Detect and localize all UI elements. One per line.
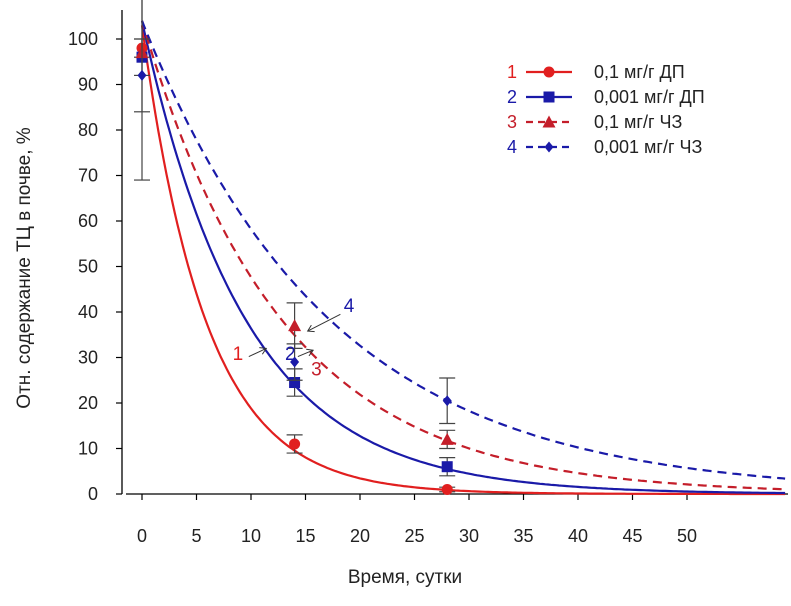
data-point-series-3: [440, 432, 454, 445]
y-tick-label: 30: [78, 348, 98, 368]
x-tick-label: 40: [568, 526, 588, 546]
curve-1-arrow: [248, 347, 267, 358]
x-tick-label: 5: [191, 526, 201, 546]
y-tick-label: 50: [78, 257, 98, 277]
legend-number-4: 4: [507, 137, 517, 157]
curve-2-arrow-head: [306, 348, 315, 357]
fit-curve-series-1: [140, 25, 786, 496]
plot-area: 1 234: [134, 0, 786, 496]
legend-marker-1: [543, 66, 555, 78]
data-point-series-2: [441, 461, 453, 473]
legend-marker-4: [544, 141, 554, 153]
data-point-series-3: [288, 319, 302, 332]
legend-label-4: 0,001 мг/г ЧЗ: [594, 137, 702, 157]
y-tick-label: 0: [88, 484, 98, 504]
legend-marker-3: [542, 115, 556, 128]
y-axis-label: Отн. содержание ТЦ в почве, %: [14, 127, 35, 408]
curve-label-3: 3: [311, 360, 322, 381]
legend-number-2: 2: [507, 87, 517, 107]
curve-label-2: 2: [285, 344, 296, 365]
fit-curve-series-2: [140, 20, 786, 495]
x-tick-label: 0: [137, 526, 147, 546]
curve-4-arrow-head: [306, 324, 315, 333]
curve-4-arrow: [307, 313, 341, 332]
legend: 1 0,1 мг/г ДП 2 0,001 мг/г ДП 3 0,1 мг/г ЧЗ 4 0…: [507, 62, 705, 157]
y-tick-label: 80: [78, 120, 98, 140]
x-axis-label: Время, сутки: [348, 567, 462, 588]
fit-curve-series-3: [140, 20, 786, 491]
legend-label-3: 0,1 мг/г ЧЗ: [594, 112, 682, 132]
curve-label-1: 1: [233, 344, 244, 365]
data-point-series-4: [137, 69, 147, 81]
legend-number-3: 3: [507, 112, 517, 132]
x-tick-label: 25: [404, 526, 424, 546]
x-tick-label: 15: [295, 526, 315, 546]
y-tick-label: 20: [78, 393, 98, 413]
x-tick-label: 35: [513, 526, 533, 546]
y-tick-label: 70: [78, 166, 98, 186]
legend-number-1: 1: [507, 62, 517, 82]
fit-curve-series-4: [140, 20, 786, 480]
curve-1-arrow-head: [259, 347, 268, 355]
data-point-series-4: [442, 395, 452, 407]
y-tick-label: 90: [78, 75, 98, 95]
x-tick-label: 10: [241, 526, 261, 546]
x-tick-label: 30: [459, 526, 479, 546]
y-tick-label: 40: [78, 302, 98, 322]
x-tick-label: 20: [350, 526, 370, 546]
data-point-series-1: [289, 438, 301, 450]
data-point-series-4: [290, 356, 300, 368]
legend-label-1: 0,1 мг/г ДП: [594, 62, 685, 82]
x-tick-label: 45: [622, 526, 642, 546]
y-tick-label: 100: [68, 29, 98, 49]
legend-marker-2: [543, 91, 555, 103]
data-point-series-1: [441, 483, 453, 495]
y-tick-label: 10: [78, 439, 98, 459]
curve-2-arrow: [297, 349, 314, 358]
legend-label-2: 0,001 мг/г ДП: [594, 87, 705, 107]
y-tick-label: 60: [78, 211, 98, 231]
data-point-series-2: [289, 377, 301, 389]
curve-label-4: 4: [344, 296, 355, 317]
x-tick-label: 50: [677, 526, 697, 546]
